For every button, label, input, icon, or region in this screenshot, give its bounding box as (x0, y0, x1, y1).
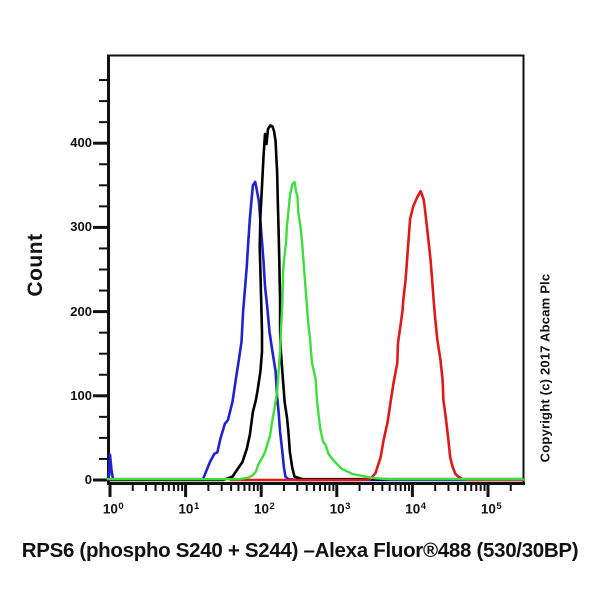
y-tick-label: 100 (70, 387, 92, 403)
x-tick-exponent: 4 (420, 501, 427, 512)
red-curve (229, 189, 525, 482)
x-tick-exponent: 2 (269, 501, 275, 512)
copyright-text: Copyright (c) 2017 Abcam Plc (537, 273, 553, 463)
y-tick-label: 200 (70, 303, 92, 319)
x-tick-label: 104 (405, 501, 427, 517)
x-tick-exponent: 5 (496, 501, 502, 512)
x-tick-label: 103 (329, 501, 351, 517)
x-axis-title: RPS6 (phospho S240 + S244) –Alexa Fluor®… (21, 539, 579, 562)
green-curve (106, 180, 524, 481)
x-tick-exponent: 1 (193, 501, 200, 512)
blue-curve (106, 180, 525, 482)
x-tick-label: 102 (254, 501, 275, 517)
x-tick-exponent: 0 (118, 501, 124, 512)
y-tick-label: 0 (84, 472, 92, 487)
x-tick-label: 100 (102, 501, 124, 517)
y-tick-label: 400 (70, 135, 92, 151)
x-tick-label: 105 (480, 501, 502, 517)
plot-border (107, 54, 525, 485)
x-tick-exponent: 3 (345, 501, 351, 512)
black-curve (106, 124, 525, 482)
x-tick-label: 101 (178, 501, 200, 517)
y-axis-title: Count (24, 233, 47, 297)
y-tick-label: 300 (70, 219, 92, 235)
